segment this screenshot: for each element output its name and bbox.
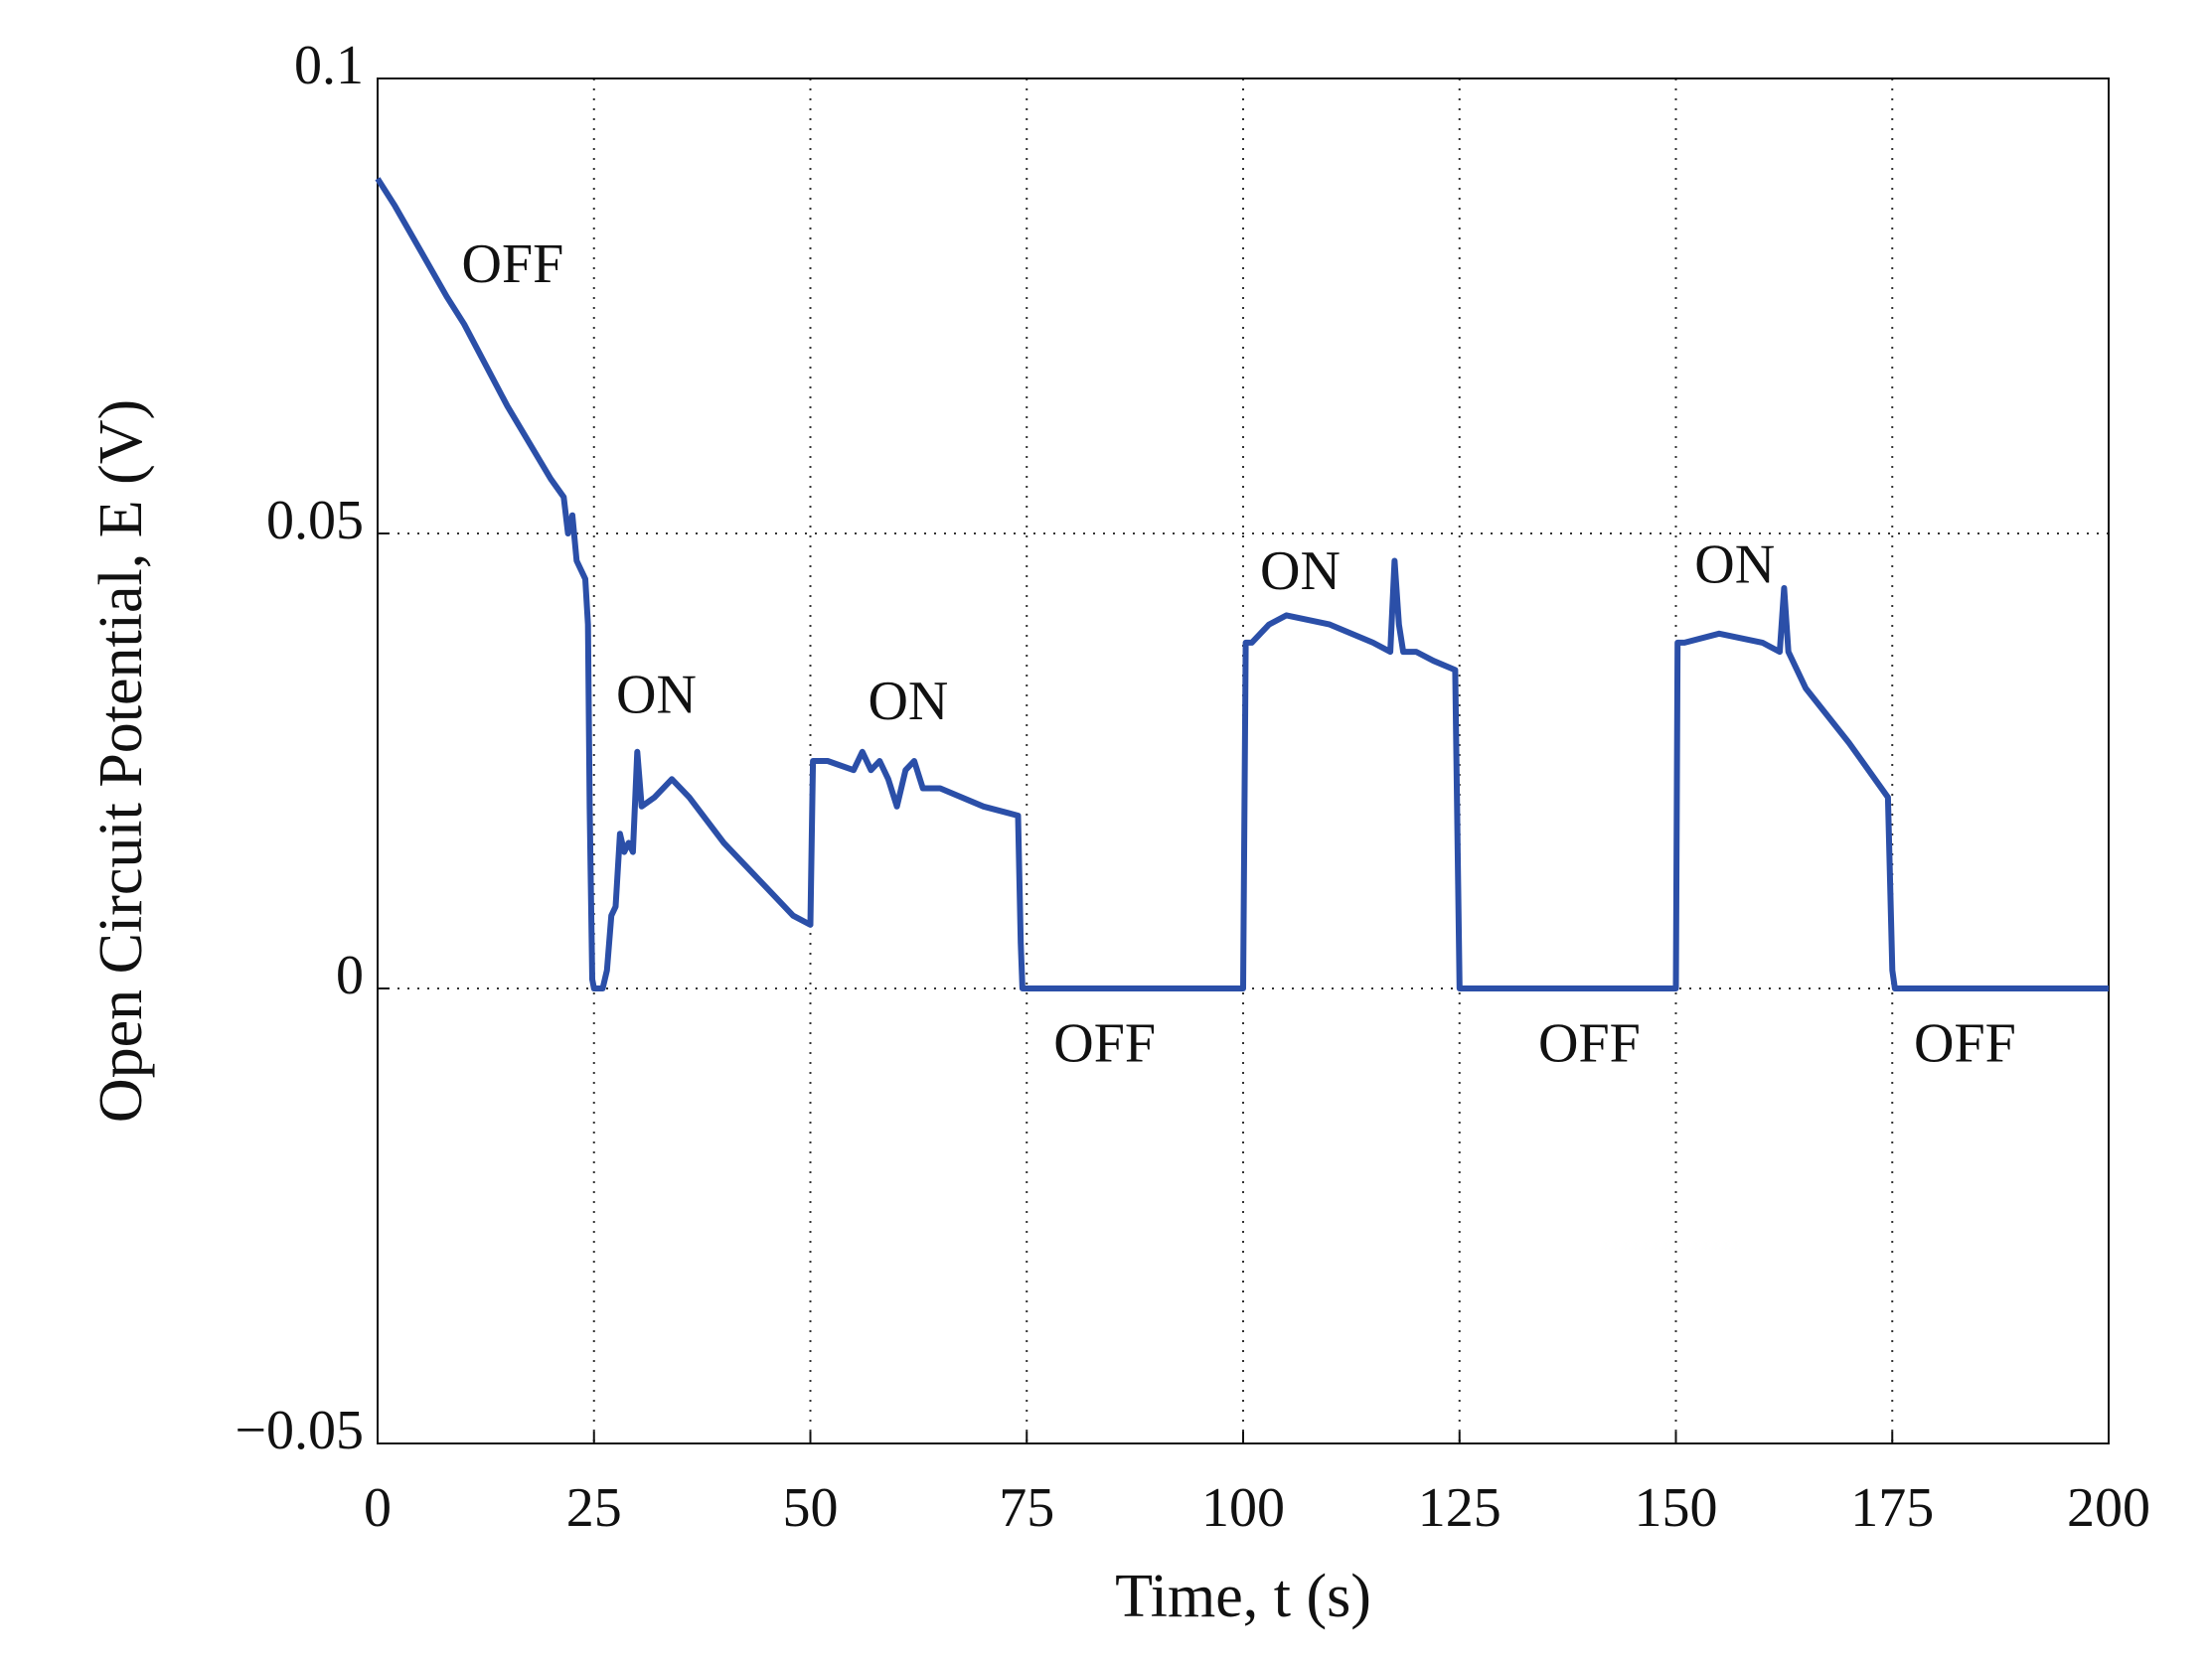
x-tick-label: 25 bbox=[566, 1477, 622, 1539]
x-tick-label: 100 bbox=[1201, 1477, 1285, 1539]
annotation: OFF bbox=[1053, 1012, 1156, 1074]
annotation: ON bbox=[616, 664, 697, 725]
x-tick-label: 0 bbox=[364, 1477, 392, 1539]
data-line bbox=[375, 177, 2109, 991]
x-tick-label: 150 bbox=[1635, 1477, 1718, 1539]
x-tick-label: 200 bbox=[2067, 1477, 2150, 1539]
y-tick-label: 0.1 bbox=[294, 35, 364, 96]
annotation: ON bbox=[1260, 540, 1341, 602]
x-tick-label: 50 bbox=[783, 1477, 839, 1539]
x-tick-label: 125 bbox=[1418, 1477, 1501, 1539]
annotation: ON bbox=[868, 671, 948, 732]
annotation: OFF bbox=[1538, 1012, 1641, 1074]
plot-frame bbox=[377, 77, 2110, 1444]
y-tick-label: 0 bbox=[336, 945, 364, 1006]
y-tick-label: 0.05 bbox=[266, 490, 364, 551]
y-axis-label: Open Circuit Potential, E (V) bbox=[87, 399, 155, 1123]
x-axis-label: Time, t (s) bbox=[1115, 1563, 1371, 1630]
annotation: OFF bbox=[462, 233, 564, 295]
annotation: ON bbox=[1694, 533, 1775, 595]
y-tick-label: −0.05 bbox=[235, 1400, 364, 1461]
annotation: OFF bbox=[1914, 1012, 2016, 1074]
x-tick-label: 175 bbox=[1850, 1477, 1934, 1539]
x-tick-label: 75 bbox=[999, 1477, 1054, 1539]
